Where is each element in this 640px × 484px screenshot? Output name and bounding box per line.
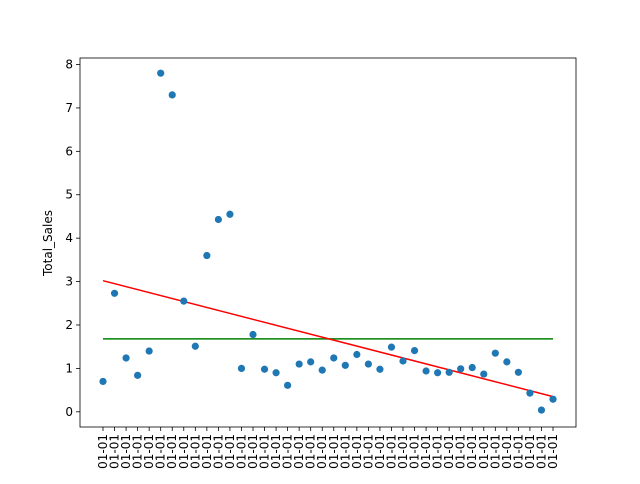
data-point: [168, 91, 176, 99]
y-tick-label: 5: [65, 188, 73, 202]
plot-frame: [79, 57, 577, 428]
trend-line: [102, 279, 554, 398]
data-point: [249, 330, 257, 339]
x-tick-label: 01-01: [534, 434, 548, 469]
x-tick-label: 01-01: [477, 434, 491, 469]
x-tick-label: 01-01: [304, 434, 318, 469]
plot-area: [79, 57, 577, 428]
x-tick-label: 01-01: [234, 434, 248, 469]
data-point: [387, 343, 396, 351]
data-point: [330, 354, 338, 362]
x-tick-label: 01-01: [154, 434, 168, 469]
x-tick-label: 01-01: [211, 434, 225, 469]
x-axis: 01-0101-0101-0101-0101-0101-0101-0101-01…: [96, 427, 560, 469]
data-point: [272, 369, 280, 377]
y-tick-label: 2: [65, 318, 73, 332]
x-tick-label: 01-01: [361, 434, 375, 469]
data-point: [110, 289, 119, 297]
data-point: [226, 210, 234, 218]
data-point: [237, 364, 246, 372]
data-point: [376, 365, 384, 373]
data-point: [214, 215, 222, 224]
y-axis: 0 1 2 3 4 5 6 7 8: [65, 58, 80, 419]
x-tick-label: 01-01: [258, 434, 272, 469]
data-point: [99, 377, 107, 386]
data-point: [468, 363, 476, 372]
x-tick-label: 01-01: [131, 434, 145, 469]
y-tick-label: 7: [65, 101, 73, 115]
x-tick-label: 01-01: [408, 434, 422, 469]
y-axis-label: Total_Sales: [41, 210, 55, 277]
x-tick-label: 01-01: [546, 434, 560, 469]
x-tick-label: 01-01: [465, 434, 479, 469]
x-tick-label: 01-01: [373, 434, 387, 469]
data-point: [180, 297, 188, 305]
y-tick-label: 4: [65, 231, 73, 245]
data-point: [191, 342, 199, 350]
data-point: [434, 369, 442, 377]
x-tick-label: 01-01: [454, 434, 468, 469]
x-tick-label: 01-01: [442, 434, 456, 469]
data-point: [537, 406, 546, 414]
data-point: [491, 349, 499, 357]
data-point: [422, 367, 430, 375]
data-point: [526, 389, 534, 397]
x-tick-label: 01-01: [511, 434, 525, 469]
x-tick-label: 01-01: [223, 434, 237, 469]
x-tick-label: 01-01: [165, 434, 179, 469]
x-tick-label: 01-01: [396, 434, 410, 469]
x-tick-label: 01-01: [96, 434, 110, 469]
x-tick-label: 01-01: [338, 434, 352, 469]
y-tick-label: 8: [65, 58, 73, 72]
data-point: [122, 354, 130, 362]
data-point: [157, 69, 165, 77]
x-tick-label: 01-01: [384, 434, 398, 469]
x-tick-label: 01-01: [419, 434, 433, 469]
x-tick-label: 01-01: [500, 434, 514, 469]
x-tick-label: 01-01: [315, 434, 329, 469]
data-point: [514, 368, 522, 376]
data-point: [145, 347, 153, 355]
data-point: [203, 251, 211, 260]
x-tick-label: 01-01: [327, 434, 341, 469]
x-tick-label: 01-01: [269, 434, 283, 469]
x-tick-label: 01-01: [108, 434, 122, 469]
data-point: [341, 361, 349, 369]
data-point: [260, 365, 269, 373]
x-tick-label: 01-01: [246, 434, 260, 469]
data-point: [295, 360, 303, 368]
data-point: [480, 370, 488, 378]
x-tick-label: 01-01: [292, 434, 306, 469]
data-point: [503, 358, 511, 366]
data-point: [399, 357, 407, 365]
data-point: [307, 358, 315, 366]
data-point: [549, 395, 557, 403]
x-tick-label: 01-01: [119, 434, 133, 469]
x-tick-label: 01-01: [200, 434, 214, 469]
data-point: [318, 366, 326, 374]
x-tick-label: 01-01: [431, 434, 445, 469]
x-tick-label: 01-01: [350, 434, 364, 469]
y-tick-label: 6: [65, 144, 73, 158]
y-tick-label: 1: [65, 361, 73, 375]
x-tick-label: 01-01: [281, 434, 295, 469]
data-point: [364, 360, 372, 368]
data-point: [457, 365, 465, 373]
data-point: [445, 368, 453, 376]
y-tick-label: 0: [65, 405, 73, 419]
data-point: [134, 371, 142, 379]
y-tick-label: 3: [65, 275, 73, 289]
x-tick-label: 01-01: [523, 434, 537, 469]
x-tick-label: 01-01: [488, 434, 502, 469]
x-tick-label: 01-01: [177, 434, 191, 469]
data-point: [353, 350, 361, 359]
data-point: [284, 381, 292, 389]
x-tick-label: 01-01: [188, 434, 202, 469]
x-tick-label: 01-01: [142, 434, 156, 469]
data-point: [410, 346, 419, 355]
